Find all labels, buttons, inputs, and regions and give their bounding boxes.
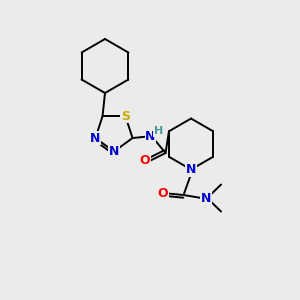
Text: N: N [186, 163, 196, 176]
Text: N: N [146, 130, 156, 143]
Text: N: N [90, 131, 100, 145]
Text: H: H [154, 126, 163, 136]
Text: O: O [140, 154, 151, 167]
Text: S: S [121, 110, 130, 123]
Text: O: O [158, 187, 169, 200]
Text: N: N [109, 145, 119, 158]
Text: N: N [201, 191, 211, 205]
